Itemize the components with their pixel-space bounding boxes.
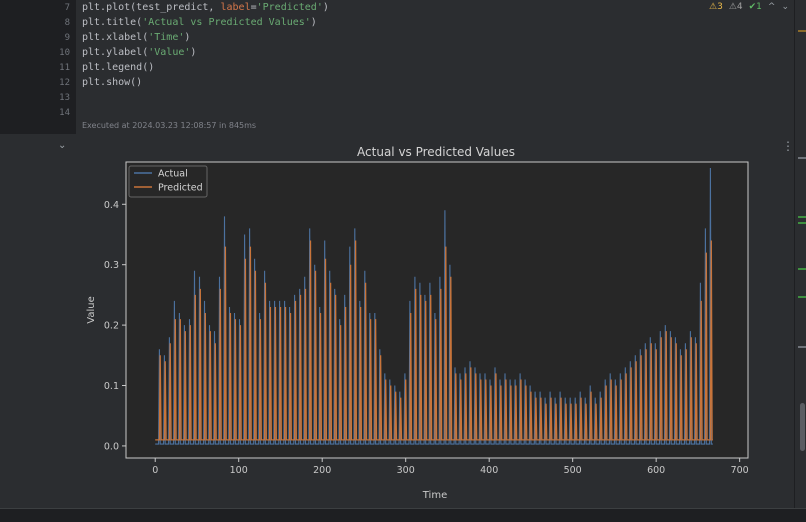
x-tick-label: 500 [564,465,582,476]
stripe-mark [798,216,806,218]
x-tick-label: 400 [480,465,498,476]
weak-warning-count[interactable]: ⚠4 [728,2,743,12]
bottom-bar [0,508,806,522]
series-predicted-line [155,240,713,441]
x-tick-label: 0 [152,465,158,476]
stripe-mark [798,346,806,348]
line-number: 13 [59,93,70,103]
code-line[interactable]: plt.xlabel('Time') [82,32,191,43]
execution-status: Executed at 2024.03.23 12:08:57 in 845ms [82,121,257,130]
x-tick-label: 200 [313,465,331,476]
code-line[interactable]: plt.show() [82,77,143,88]
y-tick-label: 0.4 [104,200,119,211]
stripe-mark [798,157,806,159]
check-icon: ✔ [748,2,757,12]
previous-highlight-icon[interactable]: ^ [767,2,776,12]
line-number-gutter: 7 8 9 10 11 12 13 14 [0,0,76,134]
stripe-mark [798,296,806,298]
y-axis-label: Value [86,296,97,323]
legend-actual-label: Actual [158,169,188,180]
line-number: 9 [64,33,70,43]
stripe-mark [798,30,806,32]
warning-count[interactable]: ⚠3 [709,2,723,12]
code-line[interactable]: plt.title('Actual vs Predicted Values') [82,17,317,28]
collapse-output-icon[interactable]: ⌄ [58,140,67,151]
y-tick-label: 0.0 [104,441,119,452]
code-editor[interactable]: Executed at 2024.03.23 12:08:57 in 845ms… [76,0,794,134]
next-highlight-icon[interactable]: ⌄ [781,2,789,12]
weak-warning-icon: ⚠ [728,2,737,12]
scrollbar-thumb[interactable] [800,403,805,451]
warning-icon: ⚠ [709,2,718,12]
chart-title: Actual vs Predicted Values [357,145,515,159]
legend: Actual Predicted [128,165,208,198]
line-number: 14 [59,108,70,118]
x-tick-label: 600 [647,465,665,476]
x-axis-label: Time [422,490,447,501]
code-line[interactable]: plt.plot(test_predict, label='Predicted'… [82,2,329,13]
y-tick-label: 0.1 [104,381,119,392]
y-tick-label: 0.3 [104,260,119,271]
code-line[interactable]: plt.ylabel('Value') [82,47,197,58]
code-line[interactable]: plt.legend() [82,62,155,73]
x-tick-label: 700 [731,465,749,476]
ok-count[interactable]: ✔1 [748,2,762,12]
inspections-widget[interactable]: ⚠3 ⚠4 ✔1 ^ ⌄ [706,0,792,14]
editor-scroll-strip[interactable] [794,0,806,521]
legend-predicted-label: Predicted [158,183,203,194]
line-number: 7 [64,3,70,13]
stripe-mark [798,222,806,224]
line-number: 12 [59,78,70,88]
line-number: 8 [64,18,70,28]
code-cell[interactable]: 7 8 9 10 11 12 13 14 Executed at 2024.03.23 12:… [0,0,794,134]
line-number: 10 [59,48,70,58]
line-number: 11 [59,63,70,73]
stripe-mark [798,268,806,270]
y-tick-label: 0.2 [104,321,119,332]
output-menu-icon[interactable]: ⋮ [782,139,794,153]
output-chart: Actual vs Predicted Values Time Value 0 1… [86,145,749,501]
x-tick-label: 300 [397,465,415,476]
x-tick-label: 100 [230,465,248,476]
